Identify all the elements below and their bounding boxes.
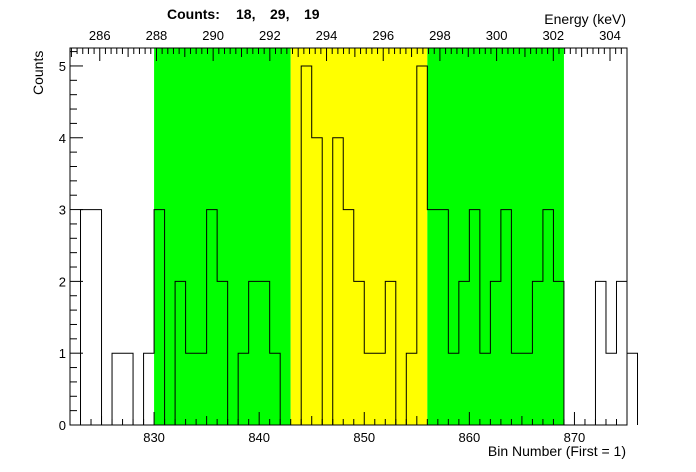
top-tick-label-302: 302	[542, 28, 564, 43]
y-tick-label-3: 3	[59, 203, 66, 218]
x-axis-top-energy: 286 288 290 292 294 296 298 300 302 304	[70, 28, 628, 61]
top-tick-label-296: 296	[372, 28, 394, 43]
region-background-left	[154, 48, 291, 425]
counts-value-3: 19	[304, 6, 320, 22]
top-tick-label-300: 300	[486, 28, 508, 43]
y-tick-label-5: 5	[59, 59, 66, 74]
top-tick-label-294: 294	[316, 28, 338, 43]
x-tick-label-850: 850	[353, 430, 375, 445]
shaded-regions	[154, 48, 564, 425]
x-axis-bottom: 830 840 850 860 870	[69, 412, 628, 445]
y-tick-label-2: 2	[59, 274, 66, 289]
region-peak	[290, 48, 428, 425]
y-axis-left: 0 1 2 3 4 5	[59, 51, 83, 433]
plot-frame	[69, 47, 628, 426]
y-tick-label-4: 4	[59, 131, 66, 146]
top-tick-label-288: 288	[146, 28, 168, 43]
top-tick-label-304: 304	[599, 28, 621, 43]
x-tick-label-860: 860	[459, 430, 481, 445]
top-tick-label-292: 292	[259, 28, 281, 43]
top-tick-label-298: 298	[429, 28, 451, 43]
top-axis-title: Energy (keV)	[544, 11, 626, 27]
y-axis-title: Counts	[30, 51, 46, 95]
x-tick-label-830: 830	[143, 430, 165, 445]
x-axis-title: Bin Number (First = 1)	[488, 443, 626, 459]
top-tick-label-286: 286	[89, 28, 111, 43]
counts-label: Counts:	[167, 6, 220, 22]
counts-value-1: 18,	[236, 6, 255, 22]
x-tick-label-870: 870	[564, 430, 586, 445]
y-tick-label-0: 0	[59, 418, 66, 433]
counts-value-2: 29,	[270, 6, 289, 22]
x-tick-label-840: 840	[248, 430, 270, 445]
y-tick-label-1: 1	[59, 346, 66, 361]
top-tick-label-290: 290	[202, 28, 224, 43]
region-background-right	[427, 48, 564, 425]
